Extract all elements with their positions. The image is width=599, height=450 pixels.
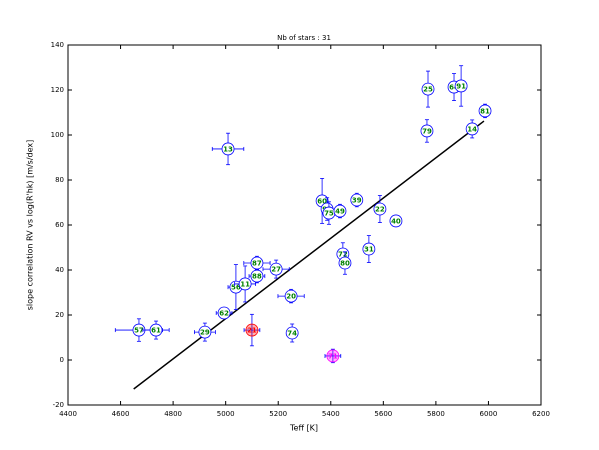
point — [245, 323, 259, 337]
point-label: 87 — [252, 260, 262, 268]
x-tick-label: 6200 — [532, 410, 550, 418]
point-label: 27 — [271, 266, 281, 274]
y-tick-label: 80 — [55, 176, 64, 184]
point — [421, 82, 435, 96]
point-label: 14 — [467, 125, 477, 133]
point — [420, 124, 434, 138]
plot-frame — [67, 44, 542, 406]
point-label: 29 — [200, 329, 210, 337]
point — [478, 104, 492, 118]
point — [285, 326, 299, 340]
point-label: 74 — [287, 330, 297, 338]
fit-line — [133, 120, 485, 390]
point — [238, 277, 252, 291]
point-label: 72 — [338, 251, 348, 259]
point — [198, 325, 212, 339]
point-label: 62 — [219, 309, 229, 317]
point-label: 64 — [449, 84, 459, 92]
y-tick-label: 20 — [55, 311, 64, 319]
x-tick-label: 5600 — [374, 410, 392, 418]
y-tick-label: 140 — [51, 41, 64, 49]
point-label: 80 — [340, 260, 350, 268]
point-label: 39 — [352, 197, 362, 205]
chart-title: Nb of stars : 31 — [277, 34, 331, 42]
point — [373, 202, 387, 216]
x-tick-label: 5800 — [427, 410, 445, 418]
point — [250, 269, 264, 283]
x-tick-label: 5000 — [217, 410, 235, 418]
point — [389, 214, 403, 228]
point — [269, 262, 283, 276]
point — [350, 193, 364, 207]
point — [362, 242, 376, 256]
point-label: 49 — [335, 208, 345, 216]
y-axis-label: slope correlation RV vs log(R'hk) [m/s/d… — [26, 140, 35, 311]
point — [454, 79, 468, 93]
x-tick-label: 4600 — [112, 410, 130, 418]
y-tick-label: -20 — [53, 401, 64, 409]
point-label: 11 — [240, 280, 250, 288]
x-tick-label: 6000 — [480, 410, 498, 418]
y-tick-label: 40 — [55, 266, 64, 274]
y-tick-label: 100 — [51, 131, 64, 139]
point — [338, 256, 352, 270]
x-tick-label: 4800 — [164, 410, 182, 418]
point-label: 71 — [328, 352, 338, 360]
point-label: 91 — [456, 82, 466, 90]
point-label: 61 — [151, 327, 161, 335]
point-label: 56 — [231, 284, 241, 292]
point-label: 22 — [375, 206, 385, 214]
point — [326, 349, 340, 363]
point — [217, 306, 231, 320]
y-tick-label: 60 — [55, 221, 64, 229]
point-label: 79 — [422, 127, 432, 135]
point-label: 20 — [286, 293, 296, 301]
point-label: 60 — [317, 197, 327, 205]
y-tick-label: 120 — [51, 86, 64, 94]
point — [333, 204, 347, 218]
point-label: 81 — [480, 107, 490, 115]
point-label: 31 — [364, 246, 374, 254]
point — [221, 142, 235, 156]
point-label: 88 — [252, 273, 262, 281]
point — [284, 289, 298, 303]
x-tick-label: 5200 — [269, 410, 287, 418]
x-tick-label: 5400 — [322, 410, 340, 418]
point — [465, 122, 479, 136]
point-label: 57 — [134, 327, 144, 335]
point-label: 13 — [223, 145, 233, 153]
x-tick-label: 4400 — [59, 410, 77, 418]
x-axis-label: Teff [K] — [289, 424, 318, 433]
point — [149, 323, 163, 337]
point-label: 21 — [247, 327, 257, 335]
point-label: 40 — [391, 217, 401, 225]
point-label: 25 — [423, 86, 433, 94]
point-label: 75 — [324, 210, 334, 218]
y-tick-label: 0 — [60, 356, 64, 364]
